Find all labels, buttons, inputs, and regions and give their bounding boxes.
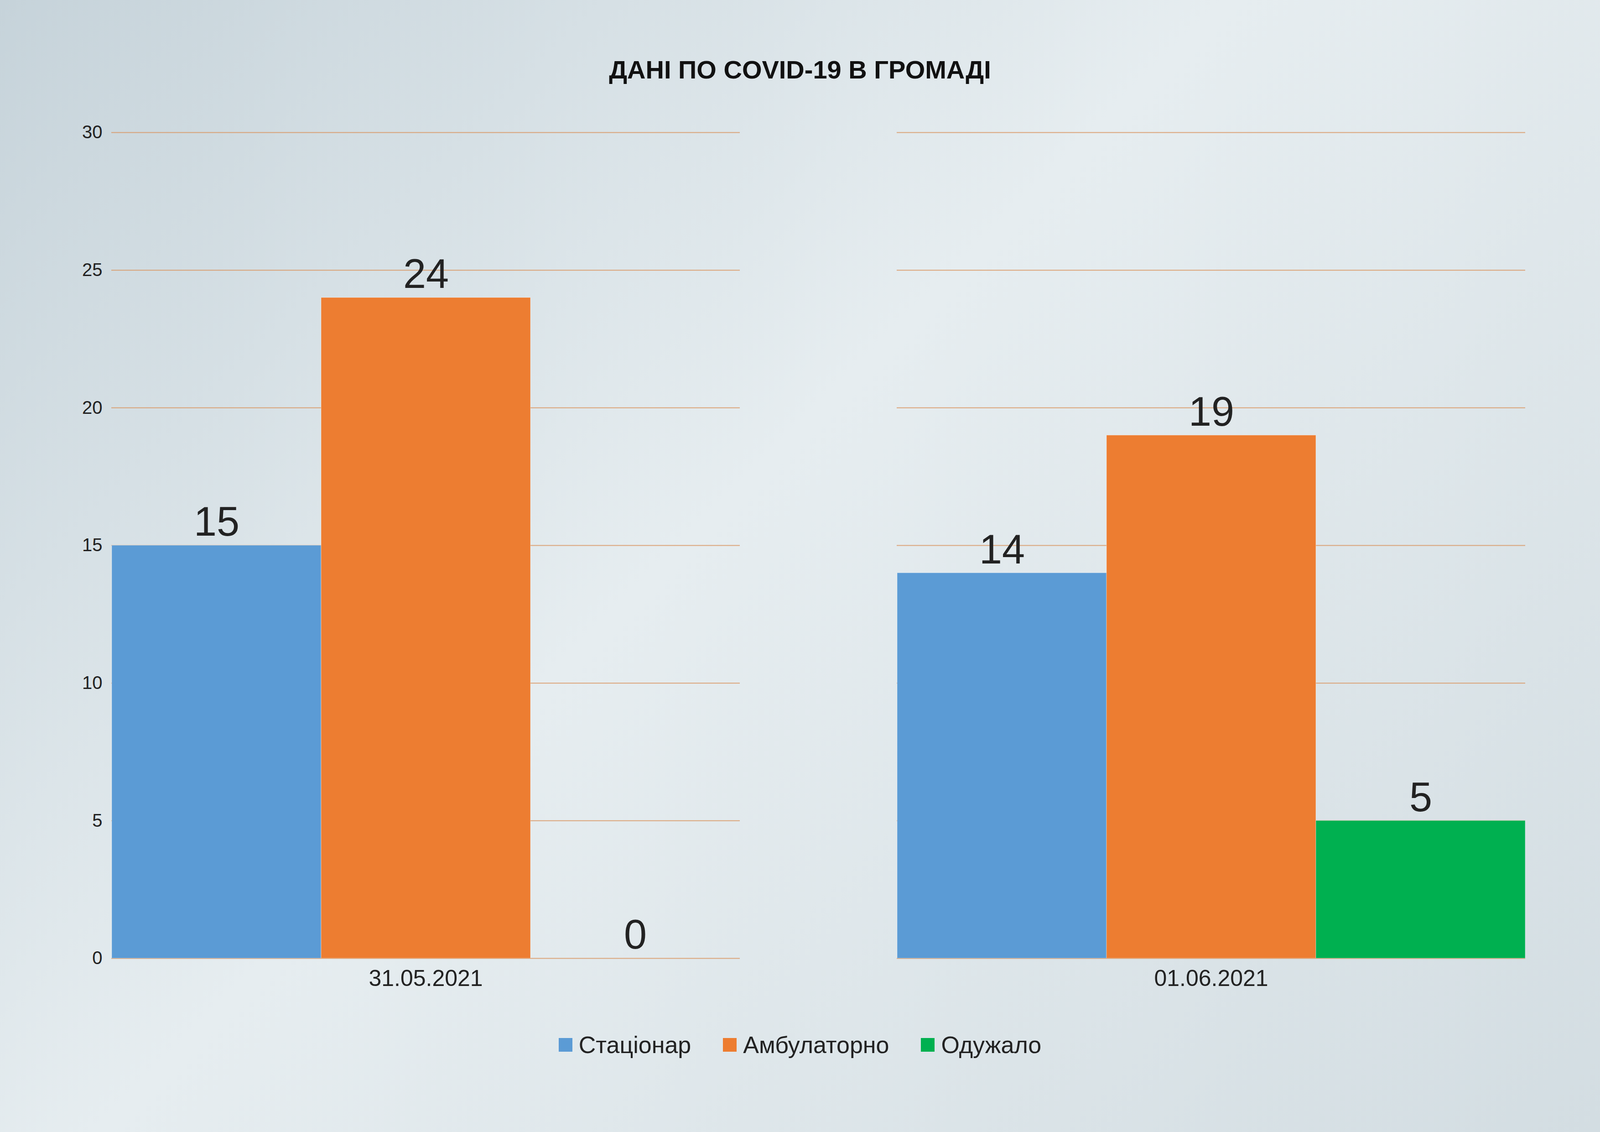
svg-text:20: 20 — [82, 397, 103, 418]
svg-text:25: 25 — [82, 259, 103, 280]
html-text:ДАНІ ПО COVID-19 В ГРОМАДІ: ДАНІ ПО COVID-19 В ГРОМАДІ — [608, 55, 992, 84]
html-text:Амбулаторно: Амбулаторно — [743, 1031, 890, 1058]
svg-text:15: 15 — [193, 498, 240, 545]
svg-text:0: 0 — [92, 947, 103, 968]
svg-text:31.05.2021: 31.05.2021 — [368, 965, 483, 991]
svg-text:10: 10 — [82, 672, 103, 693]
svg-text:19: 19 — [1188, 388, 1235, 435]
svg-text:5: 5 — [1409, 774, 1433, 820]
svg-text:14: 14 — [979, 526, 1025, 572]
svg-text:0: 0 — [623, 911, 647, 957]
svg-text:01.06.2021: 01.06.2021 — [1153, 965, 1268, 991]
svg-text:30: 30 — [82, 121, 103, 142]
svg-text:24: 24 — [403, 250, 449, 297]
html-text:Стаціонар: Стаціонар — [578, 1031, 692, 1058]
svg-text:5: 5 — [92, 810, 103, 831]
html-text:Одужало: Одужало — [941, 1031, 1042, 1058]
svg-text:15: 15 — [82, 534, 103, 555]
